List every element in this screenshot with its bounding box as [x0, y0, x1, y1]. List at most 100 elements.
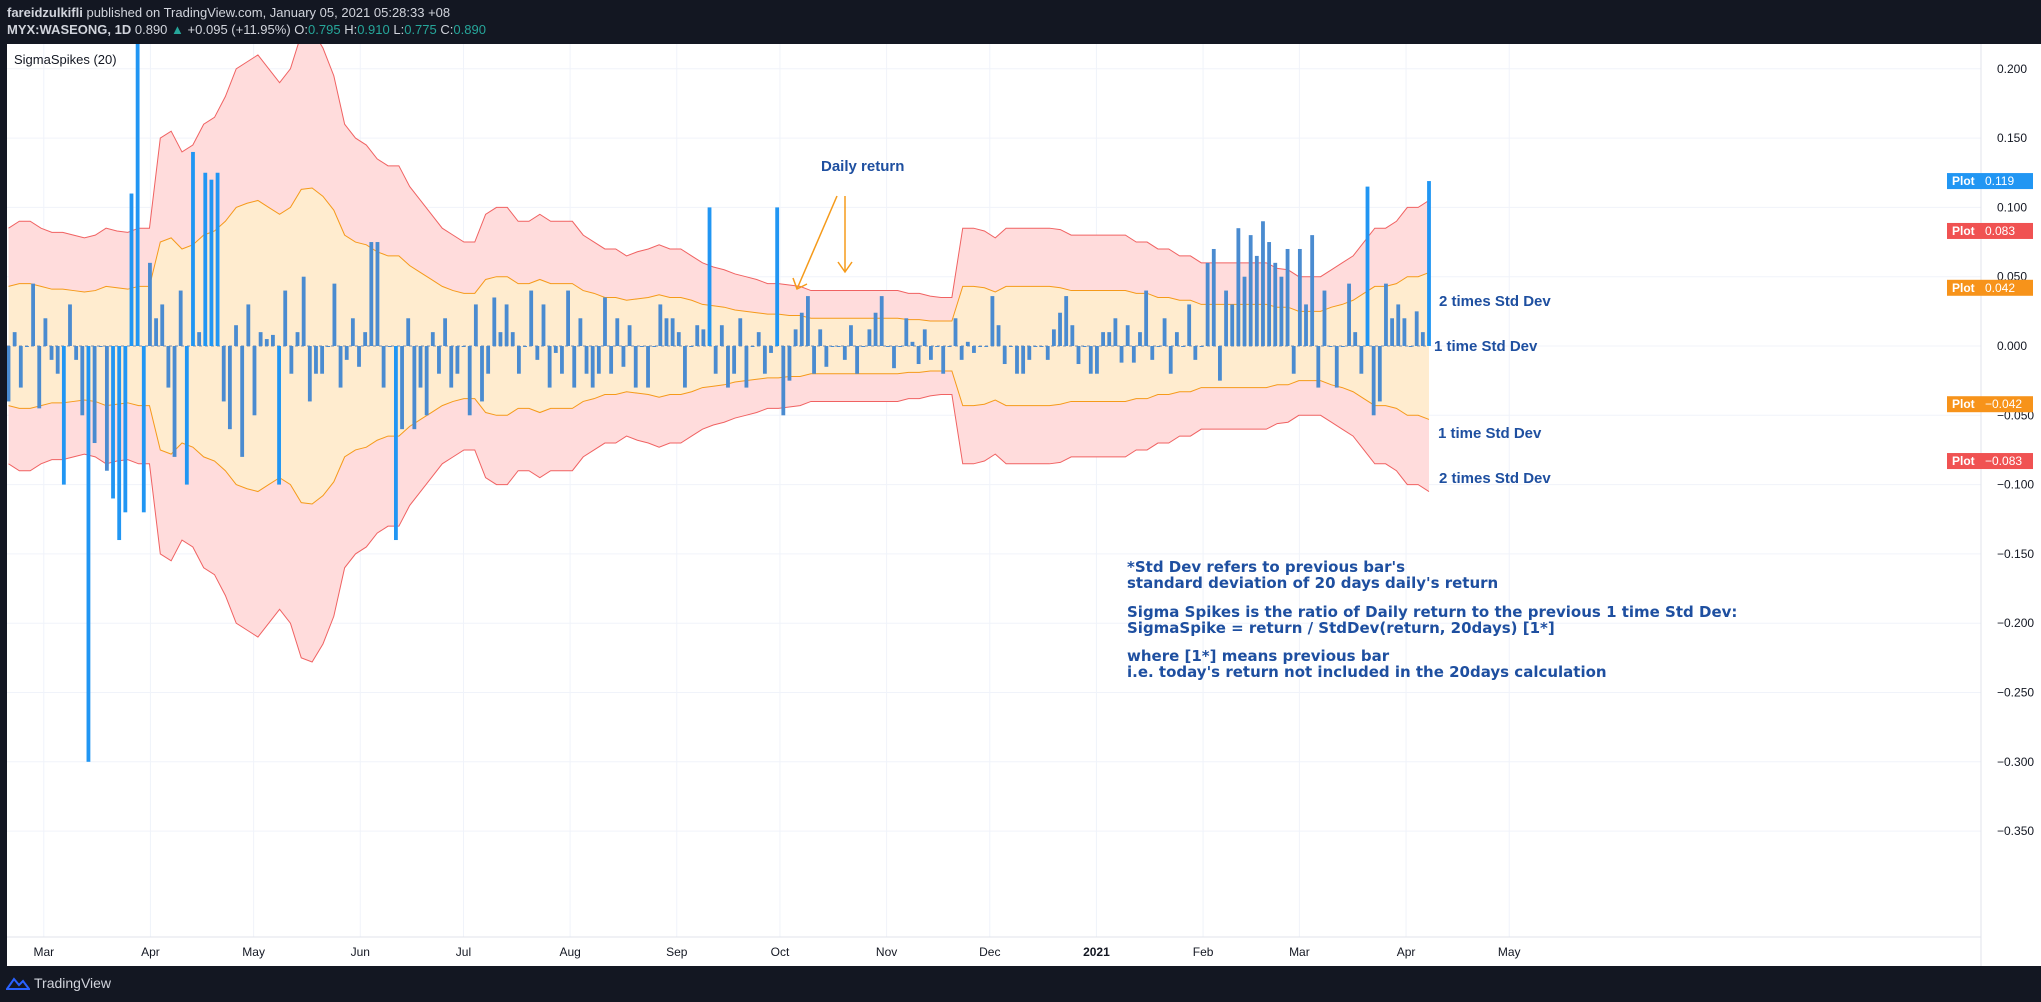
return-bar: [1101, 332, 1105, 346]
return-bar: [1390, 318, 1395, 346]
y-axis[interactable]: 0.2500.2000.1500.1000.0500.000−0.050−0.1…: [1997, 44, 2034, 838]
return-bar: [326, 346, 331, 347]
tradingview-logo-icon[interactable]: [6, 976, 30, 992]
two-std-band-lower-line: [8, 394, 1430, 663]
return-bar: [1064, 296, 1069, 346]
return-bar: [885, 346, 890, 347]
return-bar: [775, 207, 780, 346]
return-bar: [473, 304, 478, 346]
return-bar: [234, 325, 238, 346]
return-bar: [1199, 346, 1204, 347]
return-bar: [1285, 248, 1290, 346]
return-bar: [240, 346, 245, 457]
return-bar: [1168, 346, 1173, 374]
indicator-label[interactable]: SigmaSpikes (20): [14, 52, 117, 67]
y-tick-label: −0.150: [1997, 547, 2034, 561]
return-bar: [910, 341, 915, 346]
return-bar: [830, 346, 835, 347]
return-bar: [129, 193, 134, 346]
return-bar: [184, 346, 189, 485]
footer-bar: [0, 966, 2041, 1002]
return-bar: [18, 346, 23, 388]
return-bar: [695, 325, 700, 346]
return-bar: [246, 304, 251, 346]
plot-badge-value: 0.119: [1985, 174, 2014, 188]
return-bar: [781, 346, 786, 416]
return-bar: [277, 346, 281, 485]
x-axis[interactable]: Mar Apr May Jun Jul Aug Sep Oct Nov Dec 2021 Feb Mar…: [33, 945, 1520, 959]
return-bar: [670, 318, 675, 346]
return-bar: [455, 346, 460, 374]
return-bar: [1039, 346, 1044, 347]
return-bar: [553, 346, 558, 353]
return-bar: [1402, 318, 1407, 346]
return-bar: [965, 341, 970, 346]
return-bar: [646, 346, 650, 388]
return-bar: [836, 346, 841, 347]
return-bar: [252, 346, 257, 416]
symbol-name[interactable]: MYX:WASEONG, 1D: [7, 22, 132, 37]
return-bar: [12, 332, 17, 346]
low-label: L:: [393, 22, 405, 37]
return-bar: [7, 346, 11, 402]
return-bar: [357, 346, 361, 367]
return-bar: [283, 290, 288, 346]
return-bar: [172, 346, 177, 457]
return-bar: [1107, 332, 1112, 346]
return-bar: [996, 325, 1001, 346]
y-tick-label: −0.200: [1997, 616, 2034, 630]
return-bar: [1353, 332, 1358, 346]
high-value: 0.910: [357, 22, 390, 37]
return-bar: [652, 346, 657, 347]
last-price: 0.890: [134, 22, 168, 37]
return-bar: [1414, 311, 1419, 346]
return-bar: [855, 346, 860, 374]
return-bar: [1273, 262, 1278, 346]
return-bar: [615, 318, 620, 346]
return-bar: [1027, 346, 1032, 360]
return-bar: [1174, 332, 1179, 346]
plot-badge: [1947, 453, 2033, 470]
return-bar: [664, 318, 669, 346]
return-bar: [160, 304, 165, 346]
return-bar: [892, 346, 896, 369]
y-tick-label: −0.350: [1997, 824, 2034, 838]
close-label: C:: [440, 22, 454, 37]
chart-header: fareidzulkifli published on TradingView.…: [0, 0, 2041, 44]
return-bar: [584, 346, 589, 374]
return-bar: [55, 346, 60, 374]
x-tick-label: Nov: [876, 945, 897, 959]
return-bar: [1347, 283, 1351, 346]
return-bar: [1008, 346, 1013, 347]
return-bar: [928, 346, 933, 360]
return-bar: [1187, 304, 1192, 346]
return-bar: [756, 332, 761, 346]
return-bar: [148, 262, 152, 346]
y-tick-label: 0.150: [1997, 131, 2027, 145]
return-bar: [350, 318, 355, 346]
return-bar: [762, 346, 767, 374]
return-bar: [37, 346, 42, 409]
two-std-lower-label: 2 times Std Dev: [1439, 470, 1551, 487]
return-bar: [978, 346, 983, 347]
return-bar: [74, 346, 79, 360]
return-bar: [498, 332, 503, 346]
open-label: O:: [294, 22, 309, 37]
plot-value-badges: Plot 0.119 Plot 0.083 Plot 0.042 Plot −0.042 Plo…: [1947, 173, 2033, 470]
close-value: 0.890: [453, 22, 486, 37]
return-bar: [215, 172, 220, 346]
arrow-line-1: [796, 195, 838, 290]
plot-badge-label: Plot: [1952, 397, 1975, 411]
plot-badge-label: Plot: [1952, 281, 1975, 295]
note-line-3: Sigma Spikes is the ratio of Daily retur…: [1127, 603, 1737, 621]
daily-return-bars: [7, 44, 1431, 762]
chart-svg[interactable]: 0.2500.2000.1500.1000.0500.000−0.050−0.1…: [7, 44, 2041, 966]
return-bar: [227, 346, 232, 430]
tradingview-brand[interactable]: TradingView: [34, 975, 112, 991]
author-name[interactable]: fareidzulkifli: [7, 5, 83, 20]
return-bar: [135, 44, 140, 346]
chart-pane[interactable]: 0.2500.2000.1500.1000.0500.000−0.050−0.1…: [7, 44, 2041, 966]
x-tick-label: Mar: [1289, 945, 1310, 959]
return-bar: [80, 346, 85, 416]
return-bar: [338, 346, 343, 388]
